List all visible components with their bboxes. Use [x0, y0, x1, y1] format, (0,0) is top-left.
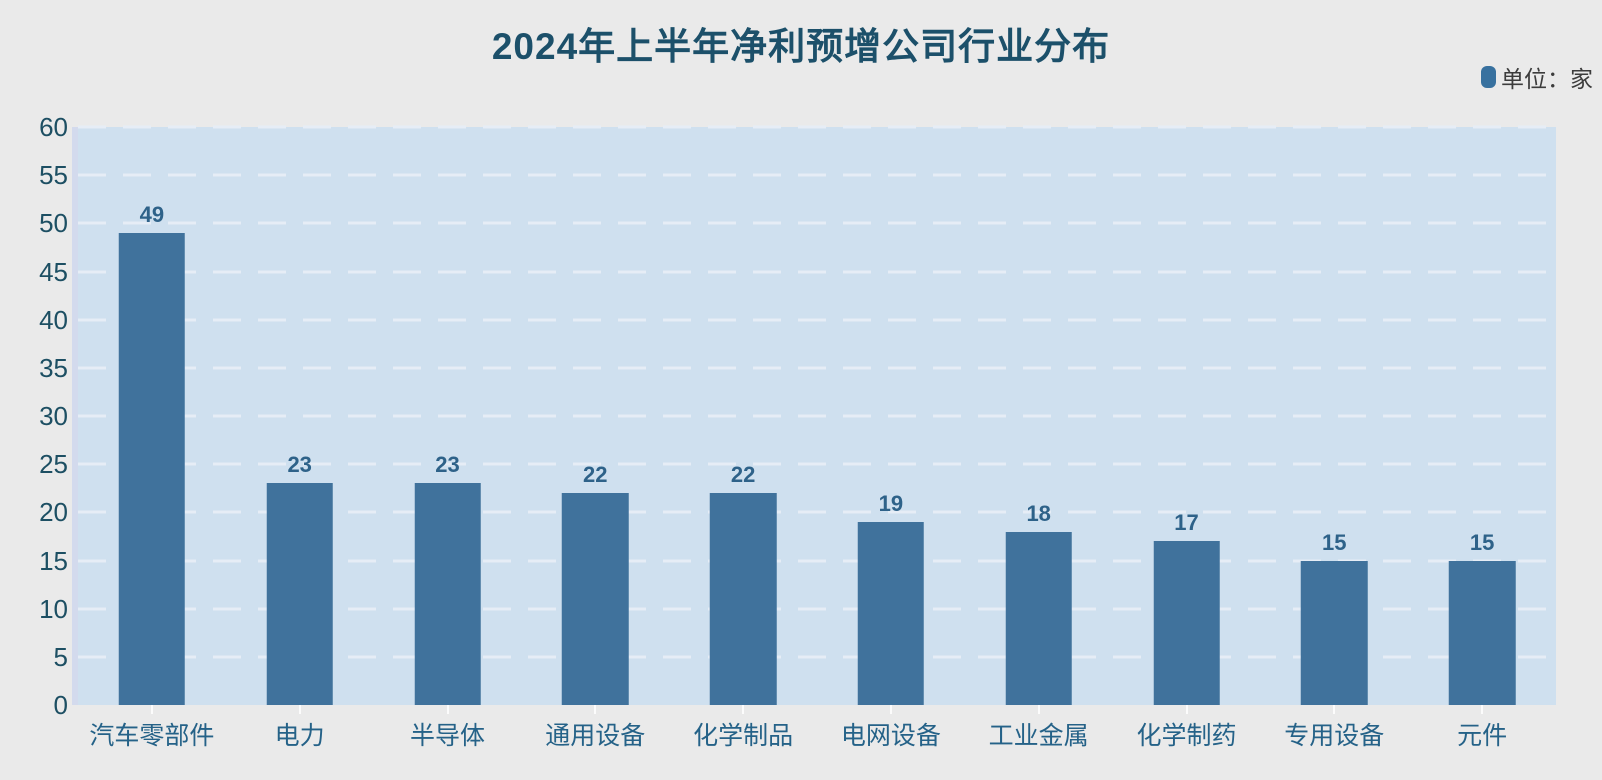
- bar: 19: [857, 492, 925, 705]
- y-axis-tick-label: 45: [39, 256, 68, 287]
- x-axis-tick: [742, 705, 745, 714]
- bar-value-label: 17: [1174, 510, 1199, 536]
- bar: 23: [266, 454, 333, 705]
- bar: 22: [562, 464, 629, 705]
- gridline: [78, 655, 1556, 659]
- gridline: [78, 173, 1556, 177]
- y-axis-tick-label: 55: [39, 160, 68, 191]
- plot-area: 49 23 23 22 22 19 18 17 15 15: [72, 125, 1556, 714]
- x-axis-tick: [1333, 705, 1336, 714]
- legend-label: 单位：家: [1501, 66, 1593, 92]
- bar: 18: [1005, 502, 1072, 705]
- bar-value-label: 22: [730, 462, 756, 488]
- y-axis-tick-label: 40: [39, 304, 68, 335]
- x-axis-tick: [1481, 705, 1484, 714]
- x-axis-label: 化学制药: [1136, 722, 1237, 750]
- y-axis-tick-label: 20: [39, 497, 68, 528]
- y-axis-tick-label: 5: [53, 641, 68, 672]
- x-axis-tick: [150, 705, 153, 714]
- bar-value-label: 49: [139, 201, 165, 227]
- bar: 15: [1301, 531, 1368, 705]
- y-axis-tick-label: 60: [39, 112, 68, 142]
- gridline: [78, 510, 1556, 514]
- bar-value-label: 22: [583, 462, 608, 488]
- gridline: [78, 221, 1556, 225]
- x-axis-tick: [594, 705, 597, 714]
- x-axis-label: 电力: [274, 722, 325, 750]
- x-axis-tick: [889, 705, 892, 714]
- gridline: [78, 559, 1556, 562]
- bar: 17: [1153, 512, 1220, 705]
- x-axis-label: 半导体: [409, 722, 486, 750]
- y-axis-tick-label: 0: [53, 690, 68, 720]
- bar: 15: [1448, 531, 1516, 705]
- bar: 23: [414, 454, 481, 705]
- bar-value-label: 15: [1322, 529, 1347, 555]
- x-axis-tick: [298, 705, 301, 714]
- y-axis-tick-label: 10: [39, 593, 68, 624]
- gridline: [78, 125, 1556, 129]
- x-axis-label: 专用设备: [1284, 722, 1385, 750]
- y-axis-line: [72, 127, 78, 705]
- x-axis-tick: [446, 705, 449, 714]
- gridline: [78, 607, 1556, 611]
- x-axis-label: 汽车零部件: [89, 722, 215, 750]
- legend: 单位：家: [1481, 60, 1593, 94]
- gridline: [78, 462, 1556, 466]
- bar: 49: [118, 203, 186, 705]
- y-axis-tick-label: 35: [39, 352, 68, 383]
- x-axis-label: 工业金属: [988, 722, 1089, 750]
- gridline: [78, 366, 1556, 370]
- legend-marker-icon: [1481, 66, 1496, 88]
- y-axis-tick-label: 50: [39, 208, 68, 239]
- bar-value-label: 15: [1469, 529, 1495, 555]
- bar-value-label: 23: [435, 452, 460, 478]
- x-axis-label: 通用设备: [545, 722, 646, 750]
- x-axis-tick: [1185, 705, 1188, 714]
- x-axis-label: 化学制品: [693, 722, 794, 750]
- bar-value-label: 18: [1026, 500, 1051, 526]
- y-axis-tick-label: 15: [39, 545, 68, 576]
- y-axis-tick-label: 30: [39, 401, 68, 431]
- x-axis-tick: [1037, 705, 1040, 714]
- chart-title: 2024年上半年净利预增公司行业分布: [491, 26, 1111, 67]
- y-axis: 0 5 10 15 20 25 30 35 40 45 50 55 60: [0, 114, 68, 718]
- y-axis-tick-label: 25: [39, 449, 68, 480]
- x-axis-label: 电网设备: [840, 722, 941, 750]
- bar: 22: [709, 464, 777, 705]
- gridline: [78, 270, 1556, 273]
- bar-value-label: 23: [287, 452, 312, 478]
- x-axis: 汽车零部件 电力 半导体 通用设备 化学制品 电网设备 工业金属 化学制药 专用设备 元件: [78, 705, 1556, 760]
- x-axis-label: 元件: [1457, 722, 1508, 750]
- bar-value-label: 19: [878, 490, 904, 516]
- gridline: [78, 414, 1556, 418]
- gridline: [78, 318, 1556, 322]
